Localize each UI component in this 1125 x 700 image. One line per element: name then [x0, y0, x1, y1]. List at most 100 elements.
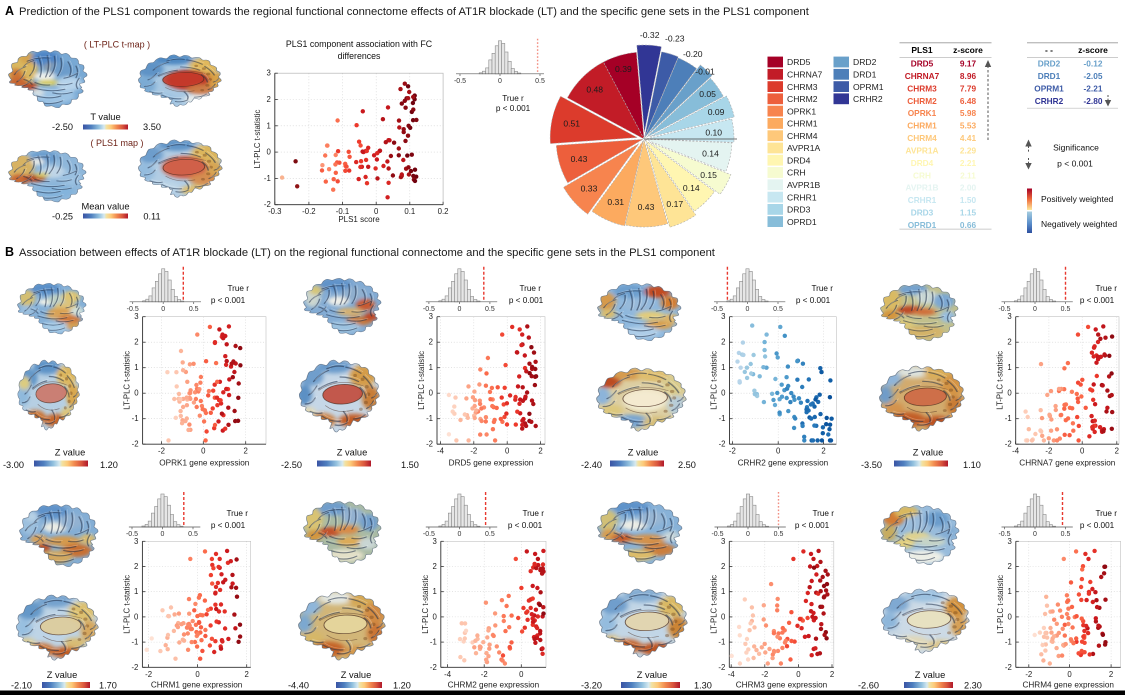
- svg-text:-1: -1: [132, 414, 139, 423]
- svg-text:7.79: 7.79: [960, 83, 977, 93]
- svg-text:0.51: 0.51: [563, 118, 580, 128]
- svg-text:differences: differences: [338, 51, 381, 61]
- svg-text:-2: -2: [131, 663, 138, 672]
- svg-text:Z value: Z value: [337, 448, 368, 458]
- svg-text:3: 3: [721, 312, 725, 321]
- svg-text:-2: -2: [1045, 447, 1052, 456]
- svg-text:1.70: 1.70: [99, 681, 117, 691]
- svg-text:DRD2: DRD2: [853, 57, 877, 67]
- svg-text:2: 2: [1007, 562, 1011, 571]
- svg-text:2.11: 2.11: [960, 170, 976, 180]
- svg-text:2: 2: [1109, 670, 1113, 679]
- svg-text:CHRNA7 gene expression: CHRNA7 gene expression: [1019, 459, 1115, 468]
- svg-text:True r: True r: [812, 509, 834, 518]
- svg-text:0.14: 0.14: [702, 148, 719, 158]
- svg-text:0.5: 0.5: [485, 306, 495, 313]
- svg-text:2: 2: [538, 447, 542, 456]
- svg-text:-2: -2: [158, 447, 165, 456]
- svg-text:AVPR1A: AVPR1A: [787, 143, 821, 153]
- svg-text:-0.5: -0.5: [454, 78, 466, 85]
- svg-text:-1: -1: [430, 638, 437, 647]
- svg-text:DRD5: DRD5: [911, 59, 934, 69]
- svg-text:9.17: 9.17: [960, 59, 977, 69]
- svg-text:OPRD1: OPRD1: [908, 220, 937, 230]
- svg-text:2: 2: [721, 338, 725, 347]
- svg-text:2.30: 2.30: [964, 681, 982, 691]
- svg-text:-2: -2: [132, 440, 139, 449]
- svg-text:-2: -2: [718, 663, 725, 672]
- svg-text:Negatively weighted: Negatively weighted: [1041, 219, 1117, 229]
- svg-text:3: 3: [721, 537, 725, 546]
- svg-text:LT-PLC t-statistic: LT-PLC t-statistic: [710, 351, 719, 410]
- svg-text:-1: -1: [1005, 638, 1012, 647]
- svg-text:-1: -1: [131, 638, 138, 647]
- svg-text:0.5: 0.5: [535, 78, 545, 85]
- svg-text:0.48: 0.48: [586, 84, 603, 94]
- svg-text:OPRK1 gene expression: OPRK1 gene expression: [159, 459, 250, 468]
- svg-text:-2: -2: [264, 200, 271, 209]
- svg-text:-0.1: -0.1: [336, 207, 349, 216]
- svg-text:2.50: 2.50: [678, 460, 696, 470]
- svg-text:-0.3: -0.3: [268, 207, 281, 216]
- svg-text:0: 0: [1033, 306, 1037, 313]
- svg-text:True r: True r: [1095, 284, 1117, 293]
- svg-text:0.5: 0.5: [485, 531, 495, 538]
- svg-text:0: 0: [1080, 447, 1085, 456]
- svg-text:0: 0: [776, 447, 781, 456]
- svg-text:p < 0.001: p < 0.001: [1057, 159, 1093, 169]
- svg-text:0.14: 0.14: [683, 183, 700, 193]
- svg-text:Z value: Z value: [628, 448, 659, 458]
- svg-text:-0.20: -0.20: [683, 49, 703, 59]
- svg-text:6.48: 6.48: [960, 96, 977, 106]
- svg-text:True r: True r: [227, 284, 249, 293]
- svg-text:1: 1: [721, 587, 725, 596]
- svg-text:T value: T value: [90, 112, 120, 122]
- svg-text:0.66: 0.66: [960, 220, 977, 230]
- svg-text:1: 1: [134, 587, 138, 596]
- svg-text:-0.23: -0.23: [665, 34, 685, 44]
- svg-text:CHRM1: CHRM1: [787, 119, 818, 129]
- svg-text:p < 0.001: p < 0.001: [211, 521, 246, 530]
- svg-text:Z value: Z value: [341, 670, 372, 680]
- svg-text:-1: -1: [426, 414, 433, 423]
- svg-text:-1: -1: [718, 638, 725, 647]
- svg-text:PLS1 component association wit: PLS1 component association with FC: [286, 39, 433, 49]
- svg-text:2: 2: [1115, 447, 1119, 456]
- svg-text:0: 0: [1067, 670, 1072, 679]
- svg-text:LT-PLC t-statistic: LT-PLC t-statistic: [123, 351, 132, 410]
- svg-text:-2: -2: [145, 670, 152, 679]
- svg-text:True r: True r: [502, 94, 524, 103]
- svg-text:-2.05: -2.05: [1084, 71, 1103, 81]
- svg-text:-0.5: -0.5: [126, 531, 138, 538]
- svg-text:-2: -2: [470, 447, 477, 456]
- svg-text:CHRM2: CHRM2: [907, 96, 937, 106]
- svg-text:OPRM1: OPRM1: [1034, 83, 1064, 93]
- svg-text:-2: -2: [729, 447, 736, 456]
- svg-text:1: 1: [429, 363, 433, 372]
- svg-text:0.33: 0.33: [581, 184, 598, 194]
- svg-text:0: 0: [746, 531, 750, 538]
- svg-text:0.43: 0.43: [638, 202, 655, 212]
- svg-text:PLS1: PLS1: [911, 45, 933, 55]
- svg-text:CHRM1 gene expression: CHRM1 gene expression: [151, 681, 243, 690]
- svg-text:0: 0: [134, 612, 139, 621]
- svg-text:z-score: z-score: [1078, 45, 1108, 55]
- svg-text:CRHR2: CRHR2: [853, 94, 883, 104]
- svg-text:Z value: Z value: [637, 670, 668, 680]
- svg-text:2: 2: [244, 447, 248, 456]
- svg-text:0.43: 0.43: [571, 154, 588, 164]
- svg-text:1: 1: [721, 363, 725, 372]
- svg-text:p < 0.001: p < 0.001: [496, 104, 531, 113]
- svg-text:B: B: [5, 245, 14, 259]
- svg-text:2: 2: [266, 95, 270, 104]
- svg-text:( LT-PLC t-map ): ( LT-PLC t-map ): [84, 40, 150, 50]
- svg-text:-1: -1: [264, 174, 271, 183]
- svg-text:Positively weighted: Positively weighted: [1041, 194, 1114, 204]
- svg-text:-3.50: -3.50: [861, 460, 882, 470]
- svg-text:OPRD1: OPRD1: [787, 217, 817, 227]
- svg-text:A: A: [5, 4, 14, 18]
- svg-text:-2: -2: [719, 440, 726, 449]
- svg-text:3: 3: [1007, 537, 1011, 546]
- svg-text:- -: - -: [1045, 45, 1053, 55]
- svg-text:-0.12: -0.12: [1084, 59, 1103, 69]
